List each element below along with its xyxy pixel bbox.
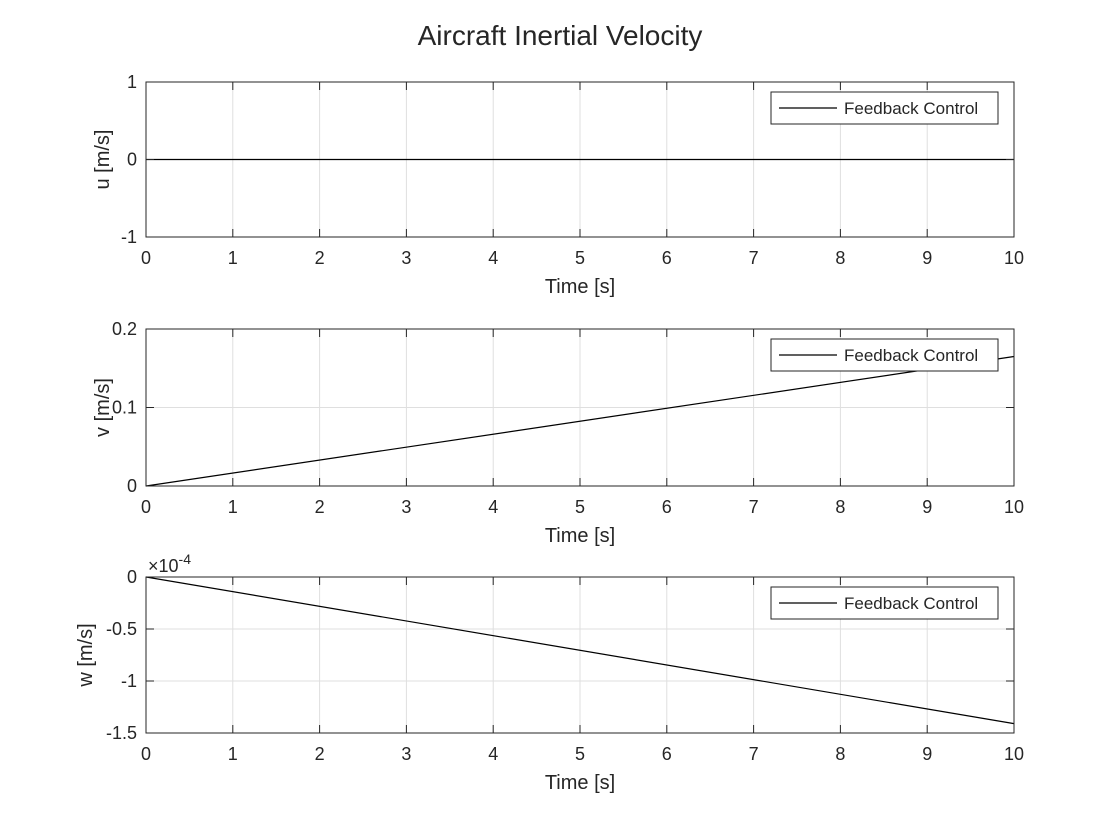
legend: Feedback Control bbox=[770, 586, 999, 620]
legend: Feedback Control bbox=[770, 338, 999, 372]
x-tick-label: 3 bbox=[401, 248, 411, 268]
x-tick-label: 5 bbox=[575, 497, 585, 517]
y-axis-label: v [m/s] bbox=[92, 378, 114, 437]
y-tick-label: 0.1 bbox=[112, 398, 137, 418]
x-tick-label: 0 bbox=[141, 744, 151, 764]
x-tick-label: 4 bbox=[488, 744, 498, 764]
x-tick-label: 9 bbox=[922, 744, 932, 764]
x-tick-label: 6 bbox=[662, 248, 672, 268]
x-tick-label: 7 bbox=[749, 248, 759, 268]
y-tick-label: 0 bbox=[127, 476, 137, 496]
x-tick-label: 1 bbox=[228, 744, 238, 764]
y-tick-label: -0.5 bbox=[106, 619, 137, 639]
y-tick-label: -1.5 bbox=[106, 723, 137, 743]
x-tick-label: 7 bbox=[749, 497, 759, 517]
x-tick-label: 8 bbox=[835, 497, 845, 517]
x-tick-label: 10 bbox=[1004, 248, 1024, 268]
legend-entry-label: Feedback Control bbox=[844, 346, 978, 365]
x-tick-label: 6 bbox=[662, 744, 672, 764]
x-tick-label: 2 bbox=[315, 497, 325, 517]
legend-entry-label: Feedback Control bbox=[844, 594, 978, 613]
x-axis-label: Time [s] bbox=[545, 772, 615, 794]
y-axis-label: w [m/s] bbox=[75, 623, 97, 687]
figure-title: Aircraft Inertial Velocity bbox=[418, 20, 703, 51]
x-tick-label: 0 bbox=[141, 497, 151, 517]
x-tick-label: 5 bbox=[575, 744, 585, 764]
x-tick-label: 0 bbox=[141, 248, 151, 268]
subplot-3: 0 1 2 3 4 5 6 7 8 9 10 -1.5 -1 -0.5 0 ×10-4 Time [s] w [m… bbox=[75, 551, 1024, 794]
y-tick-label: 1 bbox=[127, 72, 137, 92]
y-axis-label: u [m/s] bbox=[92, 129, 114, 189]
y-tick-label: -1 bbox=[121, 671, 137, 691]
x-tick-label: 9 bbox=[922, 497, 932, 517]
y-tick-label: -1 bbox=[121, 227, 137, 247]
x-axis-label: Time [s] bbox=[545, 525, 615, 547]
x-tick-label: 3 bbox=[401, 744, 411, 764]
x-tick-label: 2 bbox=[315, 744, 325, 764]
legend-entry-label: Feedback Control bbox=[844, 99, 978, 118]
x-tick-label: 5 bbox=[575, 248, 585, 268]
series-line-1 bbox=[145, 355, 1015, 487]
y-exponent-label: ×10-4 bbox=[148, 551, 191, 576]
y-exponent-base: ×10 bbox=[148, 556, 179, 576]
x-tick-label: 10 bbox=[1004, 744, 1024, 764]
x-tick-label: 4 bbox=[488, 497, 498, 517]
y-tick-label: 0.2 bbox=[112, 319, 137, 339]
series-line-1 bbox=[145, 576, 1015, 725]
x-tick-label: 3 bbox=[401, 497, 411, 517]
y-tick-label: 0 bbox=[127, 150, 137, 170]
x-tick-label: 6 bbox=[662, 497, 672, 517]
x-tick-label: 7 bbox=[749, 744, 759, 764]
legend: Feedback Control bbox=[770, 91, 999, 125]
x-tick-label: 1 bbox=[228, 248, 238, 268]
subplot-2: 0 1 2 3 4 5 6 7 8 9 10 0 0.1 0.2 Time [s] v [m/s] Feedba… bbox=[92, 319, 1024, 547]
x-tick-label: 2 bbox=[315, 248, 325, 268]
x-tick-label: 4 bbox=[488, 248, 498, 268]
x-tick-label: 10 bbox=[1004, 497, 1024, 517]
x-tick-label: 8 bbox=[835, 248, 845, 268]
y-exponent-power: -4 bbox=[179, 551, 192, 567]
x-axis-label: Time [s] bbox=[545, 276, 615, 298]
x-tick-label: 1 bbox=[228, 497, 238, 517]
x-tick-label: 9 bbox=[922, 248, 932, 268]
x-tick-label: 8 bbox=[835, 744, 845, 764]
y-tick-label: 0 bbox=[127, 567, 137, 587]
